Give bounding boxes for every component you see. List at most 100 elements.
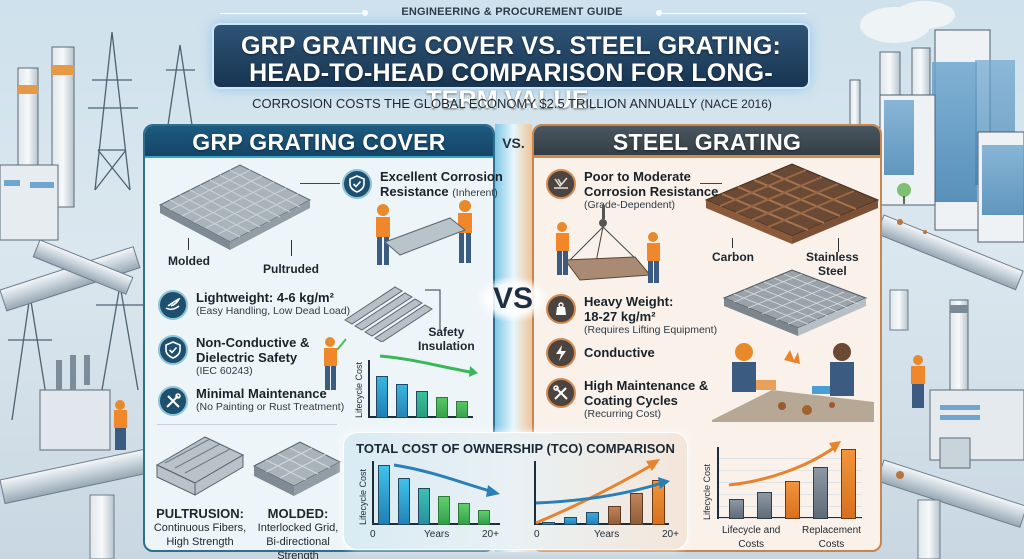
tco-grp-x-mid: Years bbox=[424, 529, 450, 540]
chart-y-axis bbox=[372, 461, 374, 525]
tick-molded bbox=[188, 238, 189, 250]
steel-corrosion-title-1: Poor to Moderate bbox=[584, 169, 691, 184]
label-safety-insulation: Safety Insulation bbox=[418, 325, 475, 353]
vs-small-label: VS. bbox=[502, 135, 525, 151]
grp-feature-lightweight: Lightweight: 4-6 kg/m² (Easy Handling, L… bbox=[158, 290, 350, 320]
wrench-screwdriver-icon bbox=[158, 386, 188, 416]
steel-chart-xlabel-1a: Lifecycle and bbox=[722, 525, 781, 536]
type-pultrusion: PULTRUSION: Continuous Fibers, High Stre… bbox=[150, 507, 250, 549]
grp-pultruded-bars-image bbox=[344, 286, 441, 342]
steel-maintenance-title-1: High Maintenance & bbox=[584, 378, 709, 393]
grp-maintenance-note: (No Painting or Rust Treatment) bbox=[196, 401, 345, 413]
subtitle: CORROSION COSTS THE GLOBAL ECONOMY $2.5 … bbox=[0, 96, 1024, 111]
vs-badge: VS bbox=[478, 277, 548, 321]
kicker-text: ENGINEERING & PROCUREMENT GUIDE bbox=[401, 6, 623, 18]
chart-bar bbox=[478, 510, 490, 525]
type-pultrusion-desc-1: Continuous Fibers, bbox=[153, 522, 247, 534]
tco-grp-x-end: 20+ bbox=[482, 529, 499, 540]
grp-corrosion-note: (Inherent) bbox=[452, 187, 498, 199]
label-steel: Steel bbox=[818, 264, 847, 278]
tick-carbon bbox=[732, 238, 733, 248]
label-stainless: Stainless bbox=[806, 250, 859, 264]
chart-bar bbox=[398, 478, 410, 525]
workers-crane-lifting-image bbox=[556, 205, 660, 283]
shield-check-icon bbox=[158, 335, 188, 365]
kicker-dot-right bbox=[656, 10, 662, 16]
chart-y-axis bbox=[368, 360, 370, 418]
grp-feature-corrosion: Excellent Corrosion Resistance (Inherent… bbox=[342, 169, 503, 200]
trend-up-arrow-icon bbox=[728, 441, 841, 487]
workers-carrying-grp-image bbox=[376, 200, 472, 265]
grp-nonconductive-title-2: Dielectric Safety bbox=[196, 350, 298, 365]
title-line-2: HEAD-TO-HEAD COMPARISON FOR LONG-TERM VA… bbox=[249, 59, 773, 114]
tick-stainless bbox=[838, 238, 839, 252]
type-pultrusion-desc-2: High Strength bbox=[166, 536, 234, 548]
chart-bar bbox=[813, 467, 828, 519]
chart-bar bbox=[418, 488, 430, 525]
subtitle-source: (NACE 2016) bbox=[700, 97, 772, 111]
pultrusion-profile-image bbox=[155, 436, 245, 496]
chart-bar bbox=[438, 496, 450, 525]
label-stainless-steel: Stainless Steel bbox=[806, 250, 859, 278]
corrosion-icon bbox=[546, 169, 576, 199]
tco-grp-x-start: 0 bbox=[370, 529, 376, 540]
chart-bar bbox=[652, 480, 665, 525]
workers-sanding-rust-image bbox=[712, 343, 874, 422]
kicker-line-left bbox=[220, 13, 365, 14]
chart-bar bbox=[376, 376, 388, 418]
steel-chart-ylabel: Lifecycle Cost bbox=[702, 463, 712, 520]
steel-conductive-title: Conductive bbox=[584, 345, 655, 360]
type-molded-title: MOLDED: bbox=[267, 506, 329, 521]
grp-nonconductive-note: (IEC 60243) bbox=[196, 365, 253, 377]
steel-weight-note: (Requires Lifting Equipment) bbox=[584, 324, 718, 336]
label-carbon: Carbon bbox=[712, 250, 754, 264]
label-insulation: Insulation bbox=[418, 339, 475, 353]
steel-maintenance-note: (Recurring Cost) bbox=[584, 408, 662, 420]
grp-lightweight-title: Lightweight: 4-6 kg/m² bbox=[196, 290, 334, 305]
label-molded: Molded bbox=[168, 254, 210, 268]
grp-panel-title: GRP GRATING COVER bbox=[145, 126, 493, 158]
chart-bar bbox=[841, 449, 856, 519]
steel-chart-xlabel-1b: Costs bbox=[738, 539, 764, 550]
tick-pultruded bbox=[291, 240, 292, 256]
chart-y-axis bbox=[534, 461, 536, 525]
tco-grp-chart bbox=[372, 461, 500, 525]
tco-grp-ylabel: Lifecycle Cost bbox=[358, 468, 368, 525]
tco-steel-x-mid: Years bbox=[594, 529, 620, 540]
chart-bar bbox=[456, 401, 468, 418]
carbon-steel-grating-image bbox=[704, 163, 880, 244]
weight-icon bbox=[546, 294, 576, 324]
title-line-1: GRP GRATING COVER VS. STEEL GRATING: bbox=[240, 32, 782, 60]
chart-bar bbox=[785, 481, 800, 519]
chart-bar bbox=[564, 517, 577, 525]
steel-corrosion-title-2: Corrosion Resistance bbox=[584, 184, 719, 199]
chart-bar bbox=[729, 499, 744, 519]
chart-bar bbox=[416, 391, 428, 418]
type-molded-desc-1: Interlocked Grid, bbox=[257, 522, 339, 534]
steel-feature-conductive: Conductive bbox=[546, 338, 655, 368]
kicker-line-right bbox=[662, 13, 807, 14]
callout-line-corrosion bbox=[300, 183, 340, 184]
steel-panel-title: STEEL GRATING bbox=[534, 126, 880, 158]
label-safety: Safety bbox=[428, 325, 465, 339]
tco-title: TOTAL COST OF OWNERSHIP (TCO) COMPARISON bbox=[356, 441, 675, 456]
type-molded: MOLDED: Interlocked Grid, Bi-directional… bbox=[244, 507, 352, 559]
steel-chart-xlabel-2b: Costs bbox=[818, 539, 845, 550]
grp-nonconductive-title-1: Non-Conductive & bbox=[196, 335, 310, 350]
grp-feature-maintenance: Minimal Maintenance (No Painting or Rust… bbox=[158, 386, 344, 416]
label-pultruded: Pultruded bbox=[263, 262, 319, 276]
type-molded-desc-2: Bi-directional Strength bbox=[266, 536, 330, 559]
grp-feature-nonconductive: Non-Conductive & Dielectric Safety (IEC … bbox=[158, 335, 309, 378]
kicker-dot-left bbox=[362, 10, 368, 16]
worker-inspecting-image bbox=[324, 337, 347, 390]
grp-corrosion-title-2: Resistance bbox=[380, 184, 449, 199]
steel-weight-title-1: Heavy Weight: bbox=[584, 294, 674, 309]
hand-feather-icon bbox=[158, 290, 188, 320]
shield-check-icon bbox=[342, 169, 372, 199]
molded-grid-block-image bbox=[252, 441, 342, 496]
chart-bar bbox=[586, 512, 599, 525]
title-banner: GRP GRATING COVER VS. STEEL GRATING: HEA… bbox=[212, 23, 810, 114]
subtitle-main: CORROSION COSTS THE GLOBAL ECONOMY $2.5 … bbox=[252, 96, 701, 111]
chart-y-axis bbox=[717, 447, 719, 519]
